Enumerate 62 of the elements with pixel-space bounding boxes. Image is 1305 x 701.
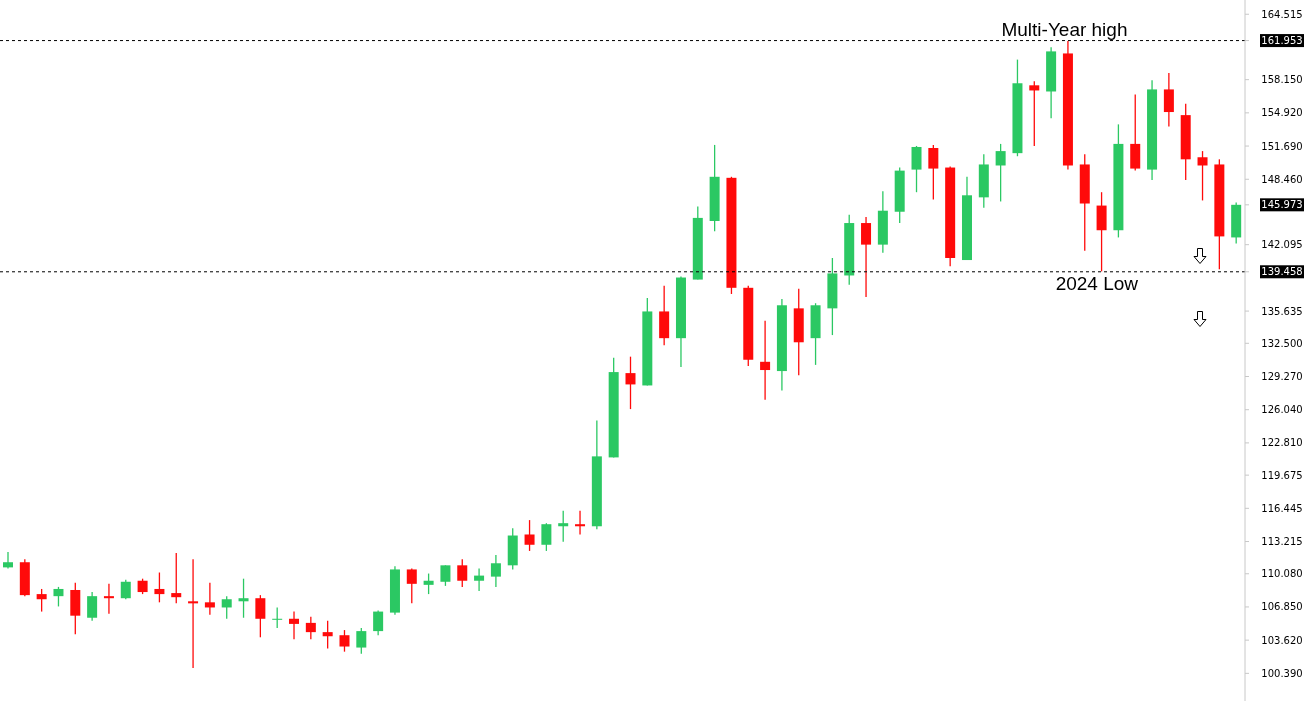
y-tick-label: 164.515 [1261, 8, 1303, 20]
candlestick [524, 519, 535, 552]
candlestick [305, 616, 316, 640]
y-tick-label: 129.270 [1261, 371, 1303, 382]
y-tick-label: 103.620 [1261, 634, 1303, 646]
y-tick-label: 100.390 [1261, 667, 1303, 679]
candlestick [339, 629, 350, 653]
candlestick [490, 554, 501, 588]
candlestick [558, 510, 569, 543]
y-tick-label: 135.635 [1261, 305, 1303, 317]
y-tick-label: 132.500 [1261, 337, 1303, 349]
candlestick [3, 551, 13, 570]
candlestick [322, 620, 333, 650]
candlestick [1197, 150, 1208, 202]
candlestick [255, 594, 266, 638]
candlestick [272, 606, 283, 629]
candlestick [188, 558, 199, 669]
candlestick [1163, 72, 1174, 128]
candlestick [289, 610, 300, 640]
candlestick [440, 564, 451, 587]
candlestick [373, 609, 384, 636]
candlestick [53, 586, 64, 608]
candlestick [356, 627, 367, 655]
y-tick-label: 110.080 [1261, 568, 1303, 580]
candlestick [423, 572, 434, 595]
y-tick-label: 126.040 [1261, 404, 1303, 416]
candlestick [541, 522, 552, 552]
candlestick [575, 510, 586, 536]
candlestick [861, 216, 872, 298]
candlestick [36, 588, 47, 613]
candlestick [103, 583, 114, 615]
y-tick-label: 145.973 [1261, 199, 1303, 211]
candlestick [625, 356, 636, 410]
y-tick-label: 139.458 [1261, 266, 1303, 278]
y-tick-label: 113.215 [1261, 536, 1303, 548]
y-tick-label: 116.445 [1261, 502, 1303, 514]
candlestick [238, 578, 249, 619]
y-tick-label: 154.920 [1261, 107, 1303, 119]
candlestick [87, 591, 98, 622]
y-tick-label: 148.460 [1261, 173, 1303, 185]
candlestick [1029, 80, 1040, 147]
candlestick [457, 558, 468, 588]
candlestick [406, 567, 417, 604]
y-tick-label: 122.810 [1261, 437, 1303, 449]
candlestick [171, 552, 182, 604]
candlestick [911, 145, 922, 193]
ref-line-label: Multi-Year high [1001, 18, 1128, 40]
candlestick [120, 579, 131, 600]
candlestick [760, 320, 771, 401]
candlestick [928, 144, 939, 201]
candlestick [154, 571, 165, 603]
ref-line-label: 2024 Low [1055, 272, 1139, 294]
candlestick [221, 595, 232, 620]
candlestick [995, 143, 1006, 203]
y-tick-label: 119.675 [1261, 469, 1303, 481]
candlestick [474, 567, 485, 592]
candlestick [204, 582, 215, 616]
y-tick-label: 106.850 [1261, 601, 1303, 613]
y-tick-label: 142.095 [1261, 239, 1303, 251]
y-tick-label: 151.690 [1261, 140, 1303, 152]
y-tick-label: 161.953 [1261, 35, 1303, 47]
y-tick-label: 158.150 [1261, 74, 1303, 86]
